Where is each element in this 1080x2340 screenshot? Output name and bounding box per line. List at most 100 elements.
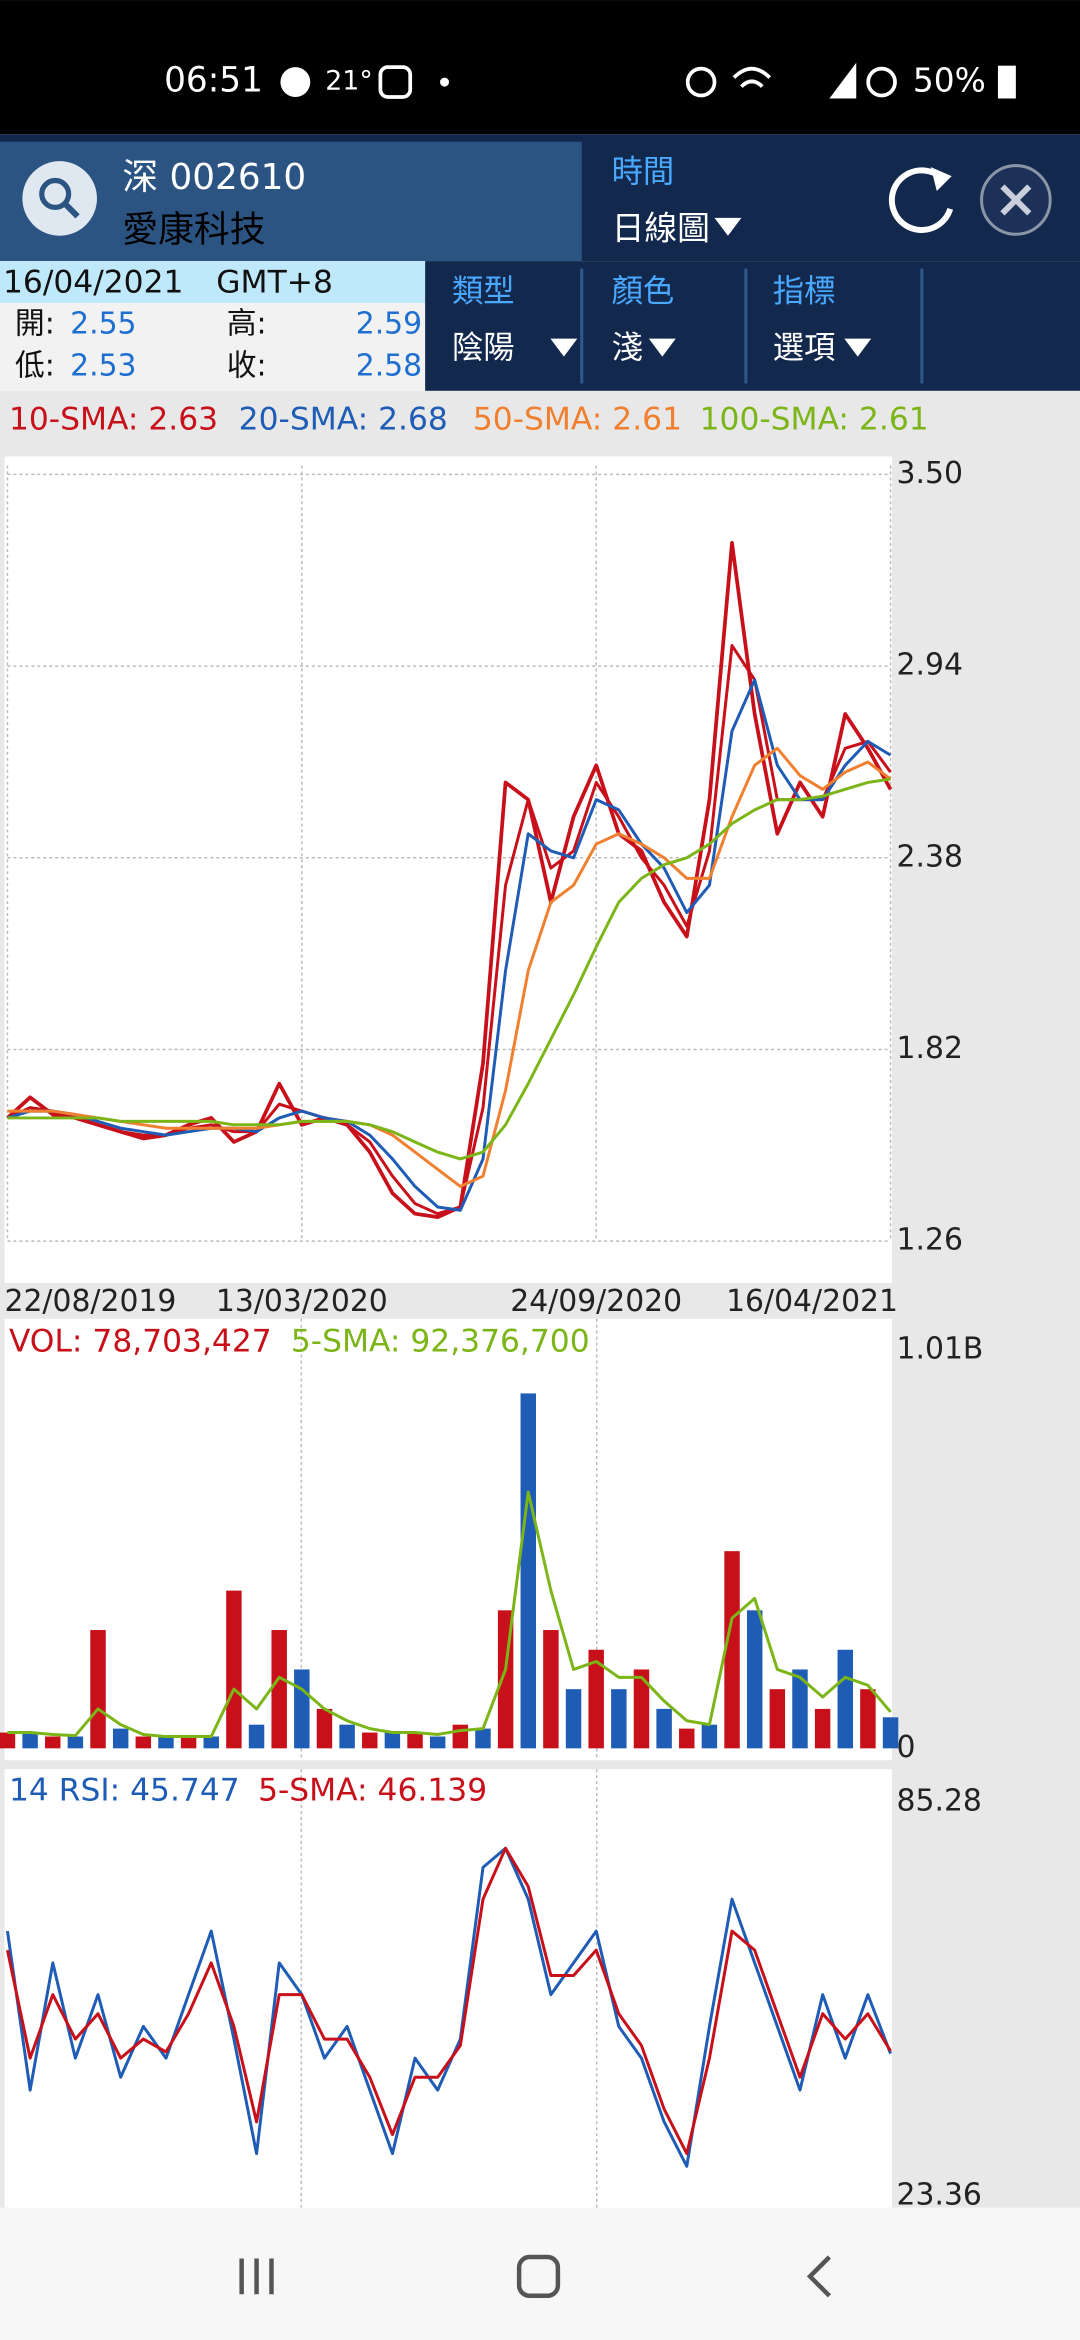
- volume-bar: [837, 1649, 853, 1749]
- back-button[interactable]: [806, 2255, 831, 2298]
- refresh-button[interactable]: [888, 167, 954, 233]
- volume-bar: [384, 1732, 401, 1749]
- series-line: [5, 1846, 892, 2168]
- time-value[interactable]: 日線圖: [612, 209, 710, 247]
- open-value: 2.55: [70, 307, 136, 342]
- series-line: [5, 1846, 892, 2156]
- volume-panel: [4, 1318, 893, 1761]
- volume-bar: [407, 1732, 423, 1749]
- volume-bar: [248, 1724, 265, 1749]
- y-tick-label: 3.50: [897, 456, 963, 491]
- volume-bar: [611, 1689, 627, 1749]
- legend-entry: 100-SMA: 2.61: [700, 402, 929, 438]
- status-bar: [0, 0, 1080, 135]
- series-line: [7, 1490, 892, 1739]
- volume-bar: [45, 1736, 61, 1749]
- legend-entry: VOL: 78,703,427: [9, 1324, 272, 1360]
- y-tick-label: 1.26: [897, 1223, 963, 1258]
- price-panel: [4, 456, 893, 1283]
- volume-bar: [271, 1630, 287, 1749]
- series-line: [7, 746, 892, 1188]
- volume-bar: [543, 1630, 559, 1749]
- volume-bar: [475, 1728, 491, 1749]
- volume-bar: [769, 1689, 786, 1749]
- search-panel[interactable]: [0, 141, 582, 262]
- volume-bar: [724, 1551, 740, 1749]
- y-tick-label: 2.94: [897, 648, 963, 683]
- legend-entry: 50-SMA: 2.61: [473, 402, 682, 438]
- time-label: 時間: [612, 154, 675, 190]
- close-label: 收:: [227, 349, 267, 384]
- quote-timezone: GMT+8: [216, 264, 333, 300]
- volume-bar: [180, 1736, 197, 1749]
- recents-button[interactable]: [239, 2258, 274, 2295]
- tab-value[interactable]: 選項: [773, 330, 836, 366]
- dropdown-arrow: [648, 338, 676, 357]
- battery-text: 50%: [913, 62, 986, 100]
- volume-bar: [362, 1732, 378, 1749]
- volume-bar: [656, 1708, 672, 1749]
- dropdown-arrow: [550, 338, 578, 357]
- tab-value[interactable]: 淺: [612, 330, 643, 366]
- series-line: [7, 678, 892, 1212]
- legend-entry: 14 RSI: 45.747: [9, 1773, 240, 1809]
- volume-bar: [294, 1669, 310, 1749]
- high-label: 高:: [227, 307, 267, 342]
- refresh-arrow: [930, 167, 952, 191]
- x-tick-label: 22/08/2019: [4, 1284, 176, 1319]
- stock-name: 愛康科技: [122, 209, 265, 250]
- tab-label: 類型: [452, 273, 515, 309]
- volume-bar: [135, 1736, 152, 1749]
- volume-bar: [814, 1708, 831, 1749]
- volume-bar: [565, 1689, 582, 1749]
- volume-bar: [882, 1717, 899, 1749]
- volume-bar: [67, 1736, 84, 1749]
- temperature: 21°: [325, 66, 373, 97]
- high-value: 2.59: [356, 307, 422, 342]
- clock: 06:51: [164, 61, 263, 101]
- series-line: [6, 644, 892, 1216]
- x-tick-label: 13/03/2020: [216, 1284, 388, 1319]
- volume-bar: [588, 1649, 604, 1749]
- volume-bar: [22, 1732, 38, 1749]
- dnd-icon: [866, 66, 897, 98]
- series-line: [7, 777, 891, 1161]
- volume-bar: [452, 1724, 469, 1749]
- tab-value[interactable]: 陰陽: [452, 330, 515, 366]
- stock-code: 深 002610: [122, 157, 306, 198]
- low-label: 低:: [15, 349, 55, 384]
- home-button[interactable]: [516, 2254, 561, 2299]
- y-tick-label: 0: [897, 1730, 916, 1765]
- battery-icon: [997, 65, 1016, 99]
- low-value: 2.53: [70, 349, 136, 384]
- volume-bar: [203, 1736, 219, 1749]
- y-tick-label: 1.01B: [897, 1332, 984, 1367]
- alarm-icon: [685, 66, 717, 98]
- volume-bar: [429, 1736, 446, 1749]
- legend-entry: 5-SMA: 46.139: [258, 1773, 487, 1809]
- volume-bar: [0, 1732, 16, 1749]
- rsi-panel: [4, 1769, 893, 2208]
- dropdown-arrow: [844, 338, 872, 357]
- legend-entry: 5-SMA: 92,376,700: [291, 1324, 590, 1360]
- facebook-icon: [280, 67, 311, 98]
- tab-label: 顏色: [612, 273, 675, 309]
- volume-bar: [158, 1736, 174, 1749]
- legend-entry: 20-SMA: 2.68: [239, 402, 448, 438]
- volume-bar: [316, 1708, 333, 1749]
- volume-bar: [860, 1689, 876, 1749]
- y-tick-label: 23.36: [897, 2177, 982, 2212]
- series-line: [6, 541, 893, 1220]
- x-tick-label: 24/09/2020: [510, 1284, 682, 1319]
- volume-bar: [339, 1724, 355, 1749]
- y-tick-label: 85.28: [897, 1784, 982, 1819]
- x-tick-label: 16/04/2021: [726, 1284, 898, 1319]
- search-glyph: [39, 177, 72, 211]
- open-label: 開:: [15, 307, 55, 342]
- close-value: 2.58: [356, 349, 422, 384]
- volume-bar: [226, 1590, 242, 1749]
- nav-bar: [0, 2207, 1080, 2340]
- instagram-icon: [378, 65, 413, 99]
- search-button[interactable]: [22, 161, 97, 236]
